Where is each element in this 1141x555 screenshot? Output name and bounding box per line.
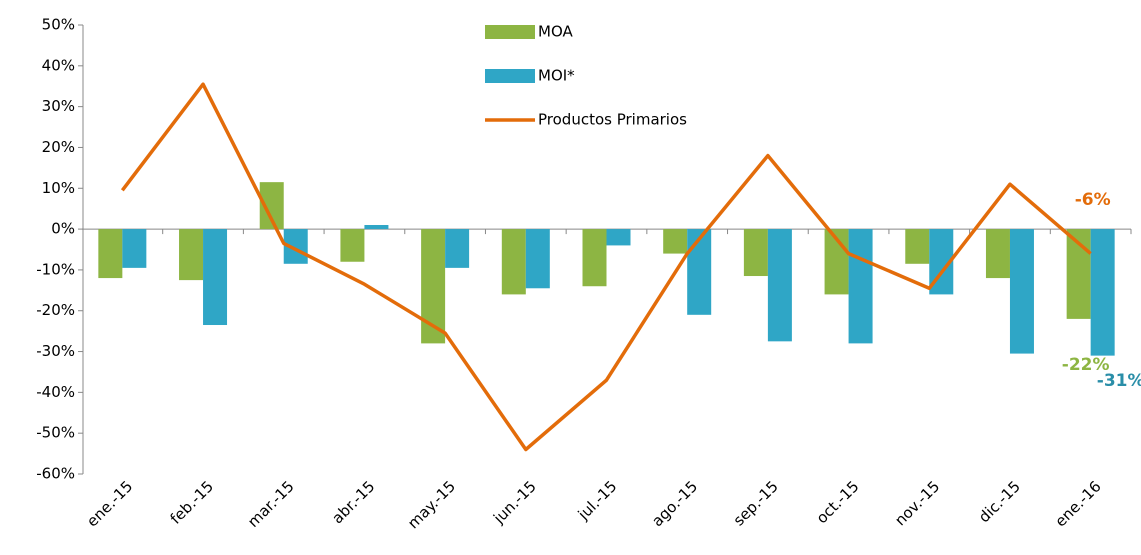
y-tick-label: -50% <box>36 424 75 442</box>
bar <box>767 229 792 342</box>
bar <box>445 229 470 268</box>
y-tick-label: -40% <box>36 383 75 401</box>
legend-label: MOA <box>538 23 573 41</box>
y-tick-label: 30% <box>42 97 75 115</box>
x-tick-label: sep.-15 <box>730 477 782 529</box>
bar <box>525 229 550 289</box>
data-label: -31% <box>1097 371 1141 391</box>
legend-label: Productos Primarios <box>538 111 687 129</box>
x-tick-label: ago.-15 <box>648 477 701 530</box>
x-tick-label: dic.-15 <box>975 477 1024 526</box>
y-tick-label: 0% <box>51 220 75 238</box>
legend-label: MOI* <box>538 67 575 85</box>
x-tick-label: nov.-15 <box>891 477 943 529</box>
bar <box>501 229 526 295</box>
y-tick-label: -30% <box>36 342 75 360</box>
bar <box>1009 229 1034 354</box>
legend-swatch <box>485 25 535 39</box>
bar <box>1090 229 1115 356</box>
y-tick-label: -60% <box>36 465 75 483</box>
legend-swatch <box>485 69 535 83</box>
line <box>120 82 1092 452</box>
bar <box>98 229 123 279</box>
data-label: -22% <box>1062 355 1110 375</box>
x-tick-label: may.-15 <box>404 477 459 532</box>
bar <box>340 229 365 262</box>
y-tick-label: 50% <box>42 16 75 34</box>
bar <box>743 229 768 277</box>
y-tick-label: -20% <box>36 301 75 319</box>
bar <box>985 229 1010 279</box>
bar <box>687 229 712 315</box>
x-tick-label: ene.-15 <box>83 477 136 530</box>
x-tick-label: abr.-15 <box>328 477 378 527</box>
bar <box>203 229 228 326</box>
bar <box>122 229 147 268</box>
bar <box>364 225 389 230</box>
bar <box>582 229 607 287</box>
bar <box>179 229 204 281</box>
bar <box>663 229 688 254</box>
x-tick-label: oct.-15 <box>813 477 863 527</box>
x-tick-label: mar.-15 <box>244 477 298 531</box>
x-tick-label: ene.-16 <box>1051 477 1104 530</box>
x-tick-label: feb.-15 <box>167 477 217 527</box>
bar <box>905 229 930 264</box>
x-tick-label: jul.-15 <box>574 477 621 524</box>
bar <box>606 229 631 246</box>
data-label: -6% <box>1075 190 1111 210</box>
bar <box>848 229 873 344</box>
x-tick-label: jun.-15 <box>489 477 540 528</box>
y-tick-label: -10% <box>36 260 75 278</box>
y-tick-label: 20% <box>42 138 75 156</box>
y-tick-label: 40% <box>42 56 75 74</box>
y-tick-label: 10% <box>42 179 75 197</box>
